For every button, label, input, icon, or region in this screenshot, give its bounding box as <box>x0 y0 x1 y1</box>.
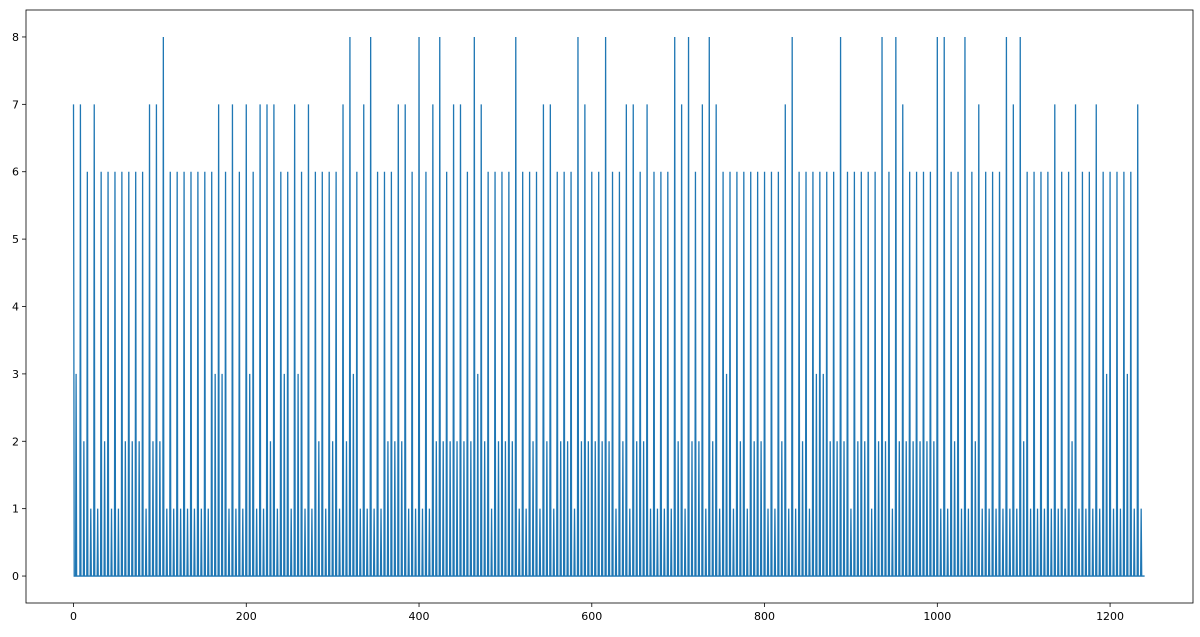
x-tick-label: 400 <box>409 610 430 623</box>
x-tick-label: 0 <box>70 610 77 623</box>
y-tick-label: 4 <box>12 301 19 314</box>
x-axis: 0 200 400 600 800 1000 1200 <box>70 603 1124 623</box>
x-tick-label: 800 <box>754 610 775 623</box>
x-tick-label: 200 <box>236 610 257 623</box>
y-tick-label: 0 <box>12 570 19 583</box>
series-line <box>72 36 1145 577</box>
plot-area <box>72 36 1145 577</box>
y-axis: 0 1 2 3 4 5 6 7 8 <box>12 31 26 583</box>
x-tick-label: 1000 <box>923 610 951 623</box>
y-tick-label: 6 <box>12 166 19 179</box>
y-tick-label: 7 <box>12 98 19 111</box>
y-tick-label: 1 <box>12 503 19 516</box>
y-tick-label: 2 <box>12 435 19 448</box>
y-tick-label: 5 <box>12 233 19 246</box>
y-tick-label: 3 <box>12 368 19 381</box>
x-tick-label: 600 <box>581 610 602 623</box>
x-tick-label: 1200 <box>1096 610 1124 623</box>
y-tick-label: 8 <box>12 31 19 44</box>
